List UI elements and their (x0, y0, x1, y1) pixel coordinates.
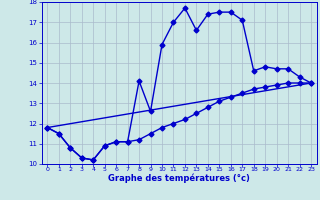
X-axis label: Graphe des températures (°c): Graphe des températures (°c) (108, 174, 250, 183)
